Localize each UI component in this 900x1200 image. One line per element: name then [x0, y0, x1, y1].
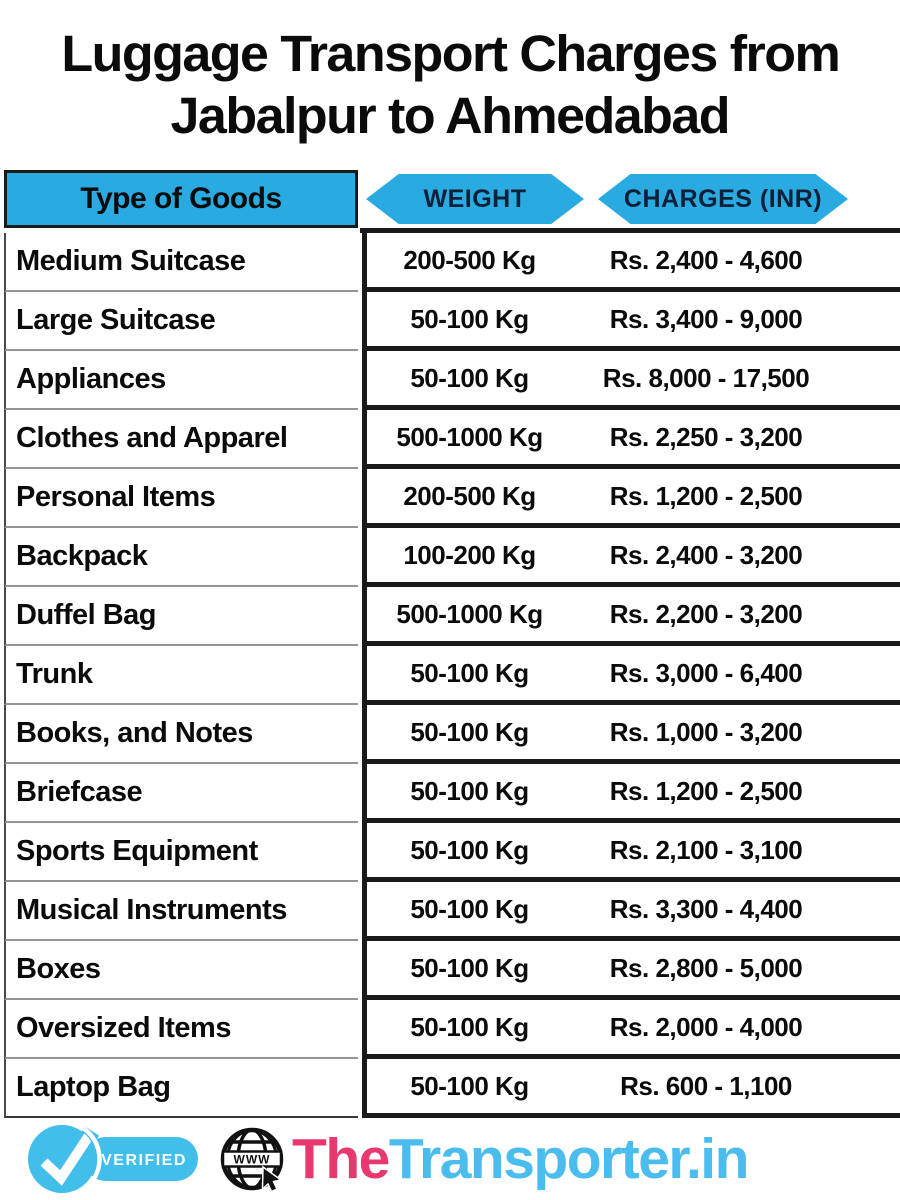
goods-cell: Boxes: [4, 941, 358, 1000]
goods-cell: Backpack: [4, 528, 358, 587]
verified-label: VERIFIED: [101, 1152, 187, 1169]
goods-cell: Sports Equipment: [4, 823, 358, 882]
weight-value: 50-100 Kg: [410, 716, 529, 747]
table-row: Oversized Items 50-100 Kg Rs. 2,000 - 4,…: [4, 1000, 900, 1059]
goods-cell: Appliances: [4, 351, 358, 410]
row-values: 200-500 Kg Rs. 1,200 - 2,500: [362, 469, 900, 528]
row-values: 50-100 Kg Rs. 2,100 - 3,100: [362, 823, 900, 882]
row-values: 50-100 Kg Rs. 3,300 - 4,400: [362, 882, 900, 941]
goods-cell: Medium Suitcase: [4, 233, 358, 292]
table-row: Duffel Bag 500-1000 Kg Rs. 2,200 - 3,200: [4, 587, 900, 646]
weight-value: 50-100 Kg: [410, 657, 529, 688]
charges-value: Rs. 1,000 - 3,200: [609, 716, 803, 747]
verified-badge-icon: VERIFIED: [24, 1121, 198, 1197]
weight-value: 50-100 Kg: [410, 303, 529, 334]
row-values: 50-100 Kg Rs. 2,000 - 4,000: [362, 1000, 900, 1059]
goods-cell: Duffel Bag: [4, 587, 358, 646]
cursor-icon: [261, 1165, 283, 1193]
row-values: 500-1000 Kg Rs. 2,250 - 3,200: [362, 410, 900, 469]
verified-pill: [84, 1137, 198, 1181]
table-body: Medium Suitcase 200-500 Kg Rs. 2,400 - 4…: [0, 233, 900, 1118]
charges-value: Rs. 2,250 - 3,200: [609, 421, 803, 452]
charges-value: Rs. 2,200 - 3,200: [609, 598, 803, 629]
goods-cell: Musical Instruments: [4, 882, 358, 941]
table-row: Musical Instruments 50-100 Kg Rs. 3,300 …: [4, 882, 900, 941]
page-title: Luggage Transport Charges from Jabalpur …: [0, 0, 900, 170]
weight-value: 50-100 Kg: [410, 1011, 529, 1042]
table-row: Books, and Notes 50-100 Kg Rs. 1,000 - 3…: [4, 705, 900, 764]
weight-value: 500-1000 Kg: [396, 421, 543, 452]
goods-cell: Briefcase: [4, 764, 358, 823]
goods-cell: Books, and Notes: [4, 705, 358, 764]
row-values: 500-1000 Kg Rs. 2,200 - 3,200: [362, 587, 900, 646]
weight-value: 50-100 Kg: [410, 834, 529, 865]
table-header: Type of Goods WEIGHT CHARGES (INR): [4, 170, 900, 228]
row-values: 50-100 Kg Rs. 1,200 - 2,500: [362, 764, 900, 823]
weight-value: 50-100 Kg: [410, 893, 529, 924]
charges-value: Rs. 600 - 1,100: [620, 1070, 792, 1101]
charges-value: Rs. 2,100 - 3,100: [609, 834, 803, 865]
column-header-goods: Type of Goods: [4, 170, 358, 228]
charges-value: Rs. 1,200 - 2,500: [609, 480, 803, 511]
brand-transporter: Transporter.in: [388, 1127, 750, 1191]
brand-wordmark: TheTransporter.in: [292, 1126, 750, 1192]
row-values: 50-100 Kg Rs. 3,400 - 9,000: [362, 292, 900, 351]
table-row: Backpack 100-200 Kg Rs. 2,400 - 3,200: [4, 528, 900, 587]
weight-value: 200-500 Kg: [403, 480, 536, 511]
footer-bar: VERIFIED WWW TheTransporter.in: [0, 1118, 900, 1200]
table-row: Personal Items 200-500 Kg Rs. 1,200 - 2,…: [4, 469, 900, 528]
weight-value: 100-200 Kg: [403, 539, 536, 570]
charges-value: Rs. 2,400 - 4,600: [609, 244, 803, 275]
weight-value: 500-1000 Kg: [396, 598, 543, 629]
column-header-charges: CHARGES (INR): [598, 174, 848, 224]
page-title-line2: Jabalpur to Ahmedabad: [170, 87, 731, 144]
goods-cell: Oversized Items: [4, 1000, 358, 1059]
weight-value: 50-100 Kg: [410, 362, 529, 393]
row-values: 50-100 Kg Rs. 2,800 - 5,000: [362, 941, 900, 1000]
table-row: Boxes 50-100 Kg Rs. 2,800 - 5,000: [4, 941, 900, 1000]
row-values: 100-200 Kg Rs. 2,400 - 3,200: [362, 528, 900, 587]
charges-value: Rs. 1,200 - 2,500: [609, 775, 803, 806]
row-values: 50-100 Kg Rs. 3,000 - 6,400: [362, 646, 900, 705]
weight-value: 50-100 Kg: [410, 775, 529, 806]
charges-value: Rs. 2,400 - 3,200: [609, 539, 803, 570]
goods-cell: Trunk: [4, 646, 358, 705]
charges-value: Rs. 2,800 - 5,000: [609, 952, 803, 983]
header-divider: [360, 228, 900, 233]
brand-the: The: [292, 1127, 390, 1191]
row-values: 50-100 Kg Rs. 1,000 - 3,200: [362, 705, 900, 764]
table-row: Briefcase 50-100 Kg Rs. 1,200 - 2,500: [4, 764, 900, 823]
table-row: Sports Equipment 50-100 Kg Rs. 2,100 - 3…: [4, 823, 900, 882]
table-row: Laptop Bag 50-100 Kg Rs. 600 - 1,100: [4, 1059, 900, 1118]
page-title-line1: Luggage Transport Charges from: [61, 24, 840, 82]
weight-value: 50-100 Kg: [410, 1070, 529, 1101]
goods-cell: Personal Items: [4, 469, 358, 528]
table-row: Trunk 50-100 Kg Rs. 3,000 - 6,400: [4, 646, 900, 705]
row-values: 200-500 Kg Rs. 2,400 - 4,600: [362, 233, 900, 292]
charges-value: Rs. 2,000 - 4,000: [609, 1011, 803, 1042]
row-values: 50-100 Kg Rs. 600 - 1,100: [362, 1059, 900, 1118]
charges-value: Rs. 3,400 - 9,000: [609, 303, 803, 334]
column-header-weight: WEIGHT: [366, 174, 584, 224]
table-row: Clothes and Apparel 500-1000 Kg Rs. 2,25…: [4, 410, 900, 469]
charges-value: Rs. 3,000 - 6,400: [609, 657, 803, 688]
goods-cell: Large Suitcase: [4, 292, 358, 351]
globe-icon: WWW: [220, 1127, 284, 1193]
charges-value: Rs. 8,000 - 17,500: [602, 362, 810, 393]
weight-value: 50-100 Kg: [410, 952, 529, 983]
goods-cell: Clothes and Apparel: [4, 410, 358, 469]
table-row: Medium Suitcase 200-500 Kg Rs. 2,400 - 4…: [4, 233, 900, 292]
table-row: Large Suitcase 50-100 Kg Rs. 3,400 - 9,0…: [4, 292, 900, 351]
charges-value: Rs. 3,300 - 4,400: [609, 893, 803, 924]
globe-label: WWW: [234, 1153, 271, 1167]
row-values: 50-100 Kg Rs. 8,000 - 17,500: [362, 351, 900, 410]
goods-cell: Laptop Bag: [4, 1059, 358, 1118]
weight-value: 200-500 Kg: [403, 244, 536, 275]
table-row: Appliances 50-100 Kg Rs. 8,000 - 17,500: [4, 351, 900, 410]
